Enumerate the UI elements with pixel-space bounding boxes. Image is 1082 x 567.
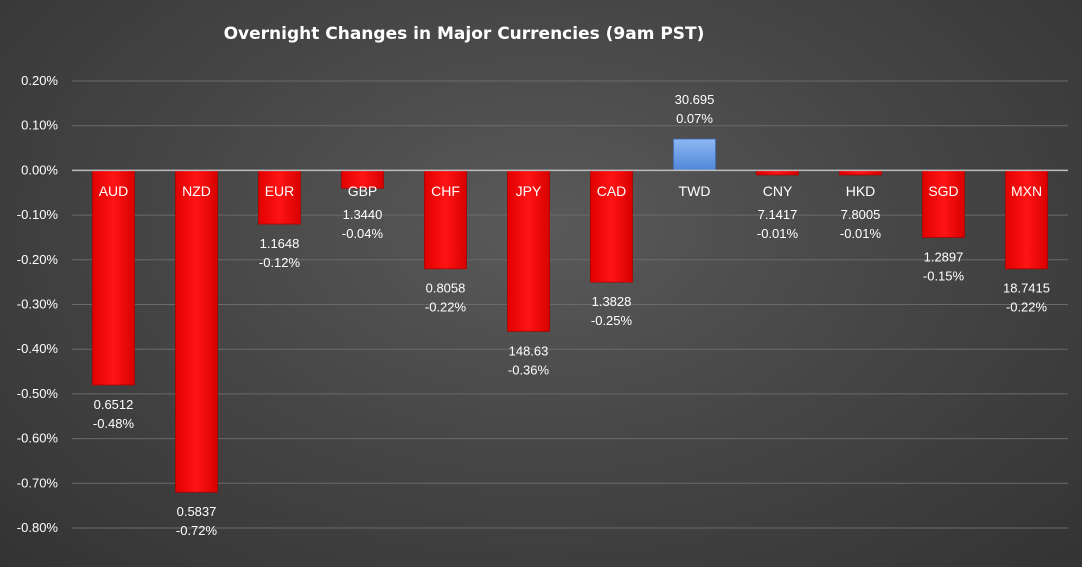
rate-label: 7.1417: [758, 207, 798, 222]
rate-label: 0.8058: [426, 281, 466, 296]
category-label: NZD: [182, 183, 211, 199]
y-tick-label: -0.80%: [17, 520, 59, 535]
category-label: GBP: [348, 183, 378, 199]
rate-label: 148.63: [509, 343, 549, 358]
y-tick-label: 0.00%: [21, 162, 58, 177]
change-label: -0.22%: [1006, 300, 1048, 315]
bar-jpy: [507, 169, 550, 332]
category-label: JPY: [516, 183, 542, 199]
category-label: CAD: [597, 183, 627, 199]
rate-label: 0.5837: [177, 504, 217, 519]
change-label: -0.25%: [591, 313, 633, 328]
change-label: -0.22%: [425, 300, 467, 315]
rate-label: 1.1648: [260, 236, 300, 251]
category-label: SGD: [928, 183, 958, 199]
change-label: -0.72%: [176, 523, 218, 538]
change-label: -0.01%: [840, 226, 882, 241]
change-label: -0.12%: [259, 255, 301, 270]
category-label: AUD: [99, 183, 129, 199]
bars: [92, 138, 1048, 493]
y-tick-label: -0.70%: [17, 475, 59, 490]
y-tick-label: -0.60%: [17, 431, 59, 446]
y-tick-label: -0.30%: [17, 297, 59, 312]
change-label: -0.15%: [923, 268, 965, 283]
bar-mxn: [1005, 169, 1048, 270]
bar-chf: [424, 169, 467, 270]
category-label: CNY: [763, 183, 793, 199]
rate-label: 30.695: [675, 92, 715, 107]
y-tick-label: 0.10%: [21, 118, 58, 133]
rate-label: 1.2897: [924, 249, 964, 264]
category-label: MXN: [1011, 183, 1042, 199]
category-label: EUR: [265, 183, 295, 199]
change-label: -0.36%: [508, 362, 550, 377]
y-tick-label: -0.50%: [17, 386, 59, 401]
change-label: -0.04%: [342, 226, 384, 241]
bar-nzd: [175, 169, 218, 493]
bar-aud: [92, 169, 135, 386]
rate-label: 18.7415: [1003, 281, 1050, 296]
chart-title: Overnight Changes in Major Currencies (9…: [224, 24, 705, 44]
change-label: 0.07%: [676, 111, 713, 126]
gridlines: [72, 80, 1068, 529]
data-labels: AUD 0.6512 -0.48% NZD 0.5837 -0.72% EUR 1.1648 -…: [93, 92, 1050, 538]
category-label: HKD: [846, 183, 876, 199]
rate-label: 1.3828: [592, 294, 632, 309]
change-label: -0.01%: [757, 226, 799, 241]
y-tick-label: 0.20%: [21, 73, 58, 88]
bar-sgd: [922, 169, 965, 238]
rate-label: 1.3440: [343, 207, 383, 222]
category-label: CHF: [431, 183, 460, 199]
bar-twd: [673, 138, 716, 171]
category-label: TWD: [679, 183, 711, 199]
change-label: -0.48%: [93, 416, 135, 431]
y-tick-label: -0.40%: [17, 341, 59, 356]
y-tick-label: -0.10%: [17, 207, 59, 222]
y-axis-ticks: 0.20% 0.10% 0.00% -0.10% -0.20% -0.30% -0.40% -…: [17, 73, 59, 535]
rate-label: 0.6512: [94, 397, 134, 412]
rate-label: 7.8005: [841, 207, 881, 222]
y-tick-label: -0.20%: [17, 252, 59, 267]
bar-cad: [590, 169, 633, 283]
